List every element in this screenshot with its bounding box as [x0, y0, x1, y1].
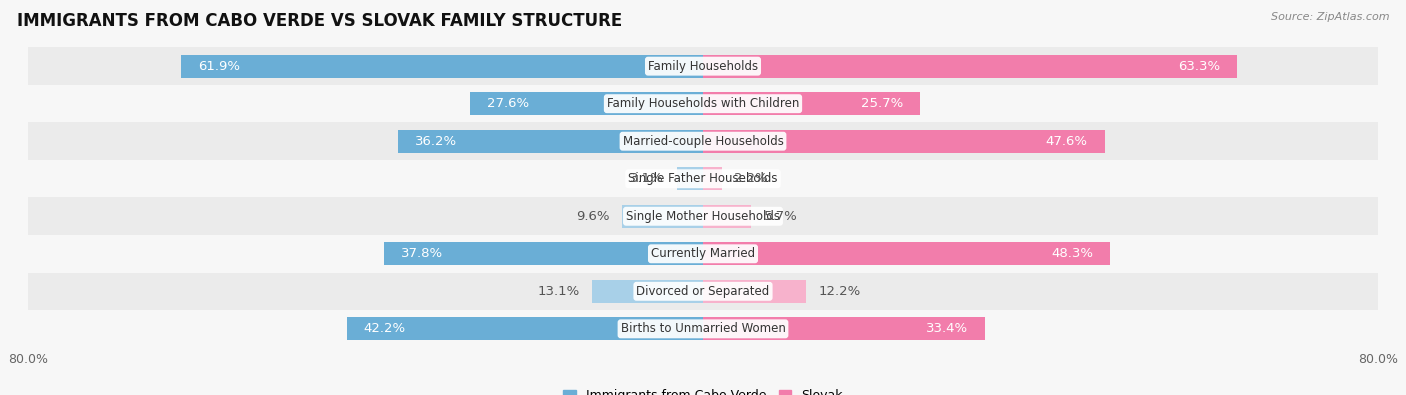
- Legend: Immigrants from Cabo Verde, Slovak: Immigrants from Cabo Verde, Slovak: [558, 384, 848, 395]
- Text: 63.3%: 63.3%: [1178, 60, 1220, 73]
- Bar: [28, 273, 1378, 310]
- Text: 13.1%: 13.1%: [537, 285, 579, 298]
- Bar: [703, 130, 1105, 153]
- Bar: [181, 55, 703, 78]
- Text: Source: ZipAtlas.com: Source: ZipAtlas.com: [1271, 12, 1389, 22]
- Text: 48.3%: 48.3%: [1052, 247, 1094, 260]
- Text: 12.2%: 12.2%: [818, 285, 860, 298]
- Bar: [621, 205, 703, 228]
- Bar: [28, 47, 1378, 85]
- Bar: [470, 92, 703, 115]
- Text: 2.2%: 2.2%: [734, 172, 768, 185]
- Bar: [28, 122, 1378, 160]
- Text: Currently Married: Currently Married: [651, 247, 755, 260]
- Text: 33.4%: 33.4%: [925, 322, 967, 335]
- Bar: [398, 130, 703, 153]
- Bar: [28, 310, 1378, 348]
- Bar: [28, 85, 1378, 122]
- Text: Divorced or Separated: Divorced or Separated: [637, 285, 769, 298]
- Bar: [384, 242, 703, 265]
- Bar: [676, 167, 703, 190]
- Text: 36.2%: 36.2%: [415, 135, 457, 148]
- Text: Family Households: Family Households: [648, 60, 758, 73]
- Bar: [703, 317, 984, 340]
- Bar: [28, 198, 1378, 235]
- Bar: [592, 280, 703, 303]
- Text: 42.2%: 42.2%: [364, 322, 406, 335]
- Bar: [703, 242, 1111, 265]
- Text: 9.6%: 9.6%: [576, 210, 609, 223]
- Bar: [703, 205, 751, 228]
- Bar: [703, 280, 806, 303]
- Text: 5.7%: 5.7%: [763, 210, 797, 223]
- Text: 25.7%: 25.7%: [860, 97, 903, 110]
- Text: 3.1%: 3.1%: [630, 172, 664, 185]
- Text: Single Father Households: Single Father Households: [628, 172, 778, 185]
- Bar: [703, 167, 721, 190]
- Text: 61.9%: 61.9%: [198, 60, 239, 73]
- Text: 47.6%: 47.6%: [1046, 135, 1088, 148]
- Bar: [703, 55, 1237, 78]
- Text: Family Households with Children: Family Households with Children: [607, 97, 799, 110]
- Bar: [347, 317, 703, 340]
- Text: 27.6%: 27.6%: [486, 97, 529, 110]
- Text: Married-couple Households: Married-couple Households: [623, 135, 783, 148]
- Text: Births to Unmarried Women: Births to Unmarried Women: [620, 322, 786, 335]
- Text: IMMIGRANTS FROM CABO VERDE VS SLOVAK FAMILY STRUCTURE: IMMIGRANTS FROM CABO VERDE VS SLOVAK FAM…: [17, 12, 621, 30]
- Text: 37.8%: 37.8%: [401, 247, 443, 260]
- Bar: [28, 160, 1378, 198]
- Bar: [28, 235, 1378, 273]
- Bar: [703, 92, 920, 115]
- Text: Single Mother Households: Single Mother Households: [626, 210, 780, 223]
